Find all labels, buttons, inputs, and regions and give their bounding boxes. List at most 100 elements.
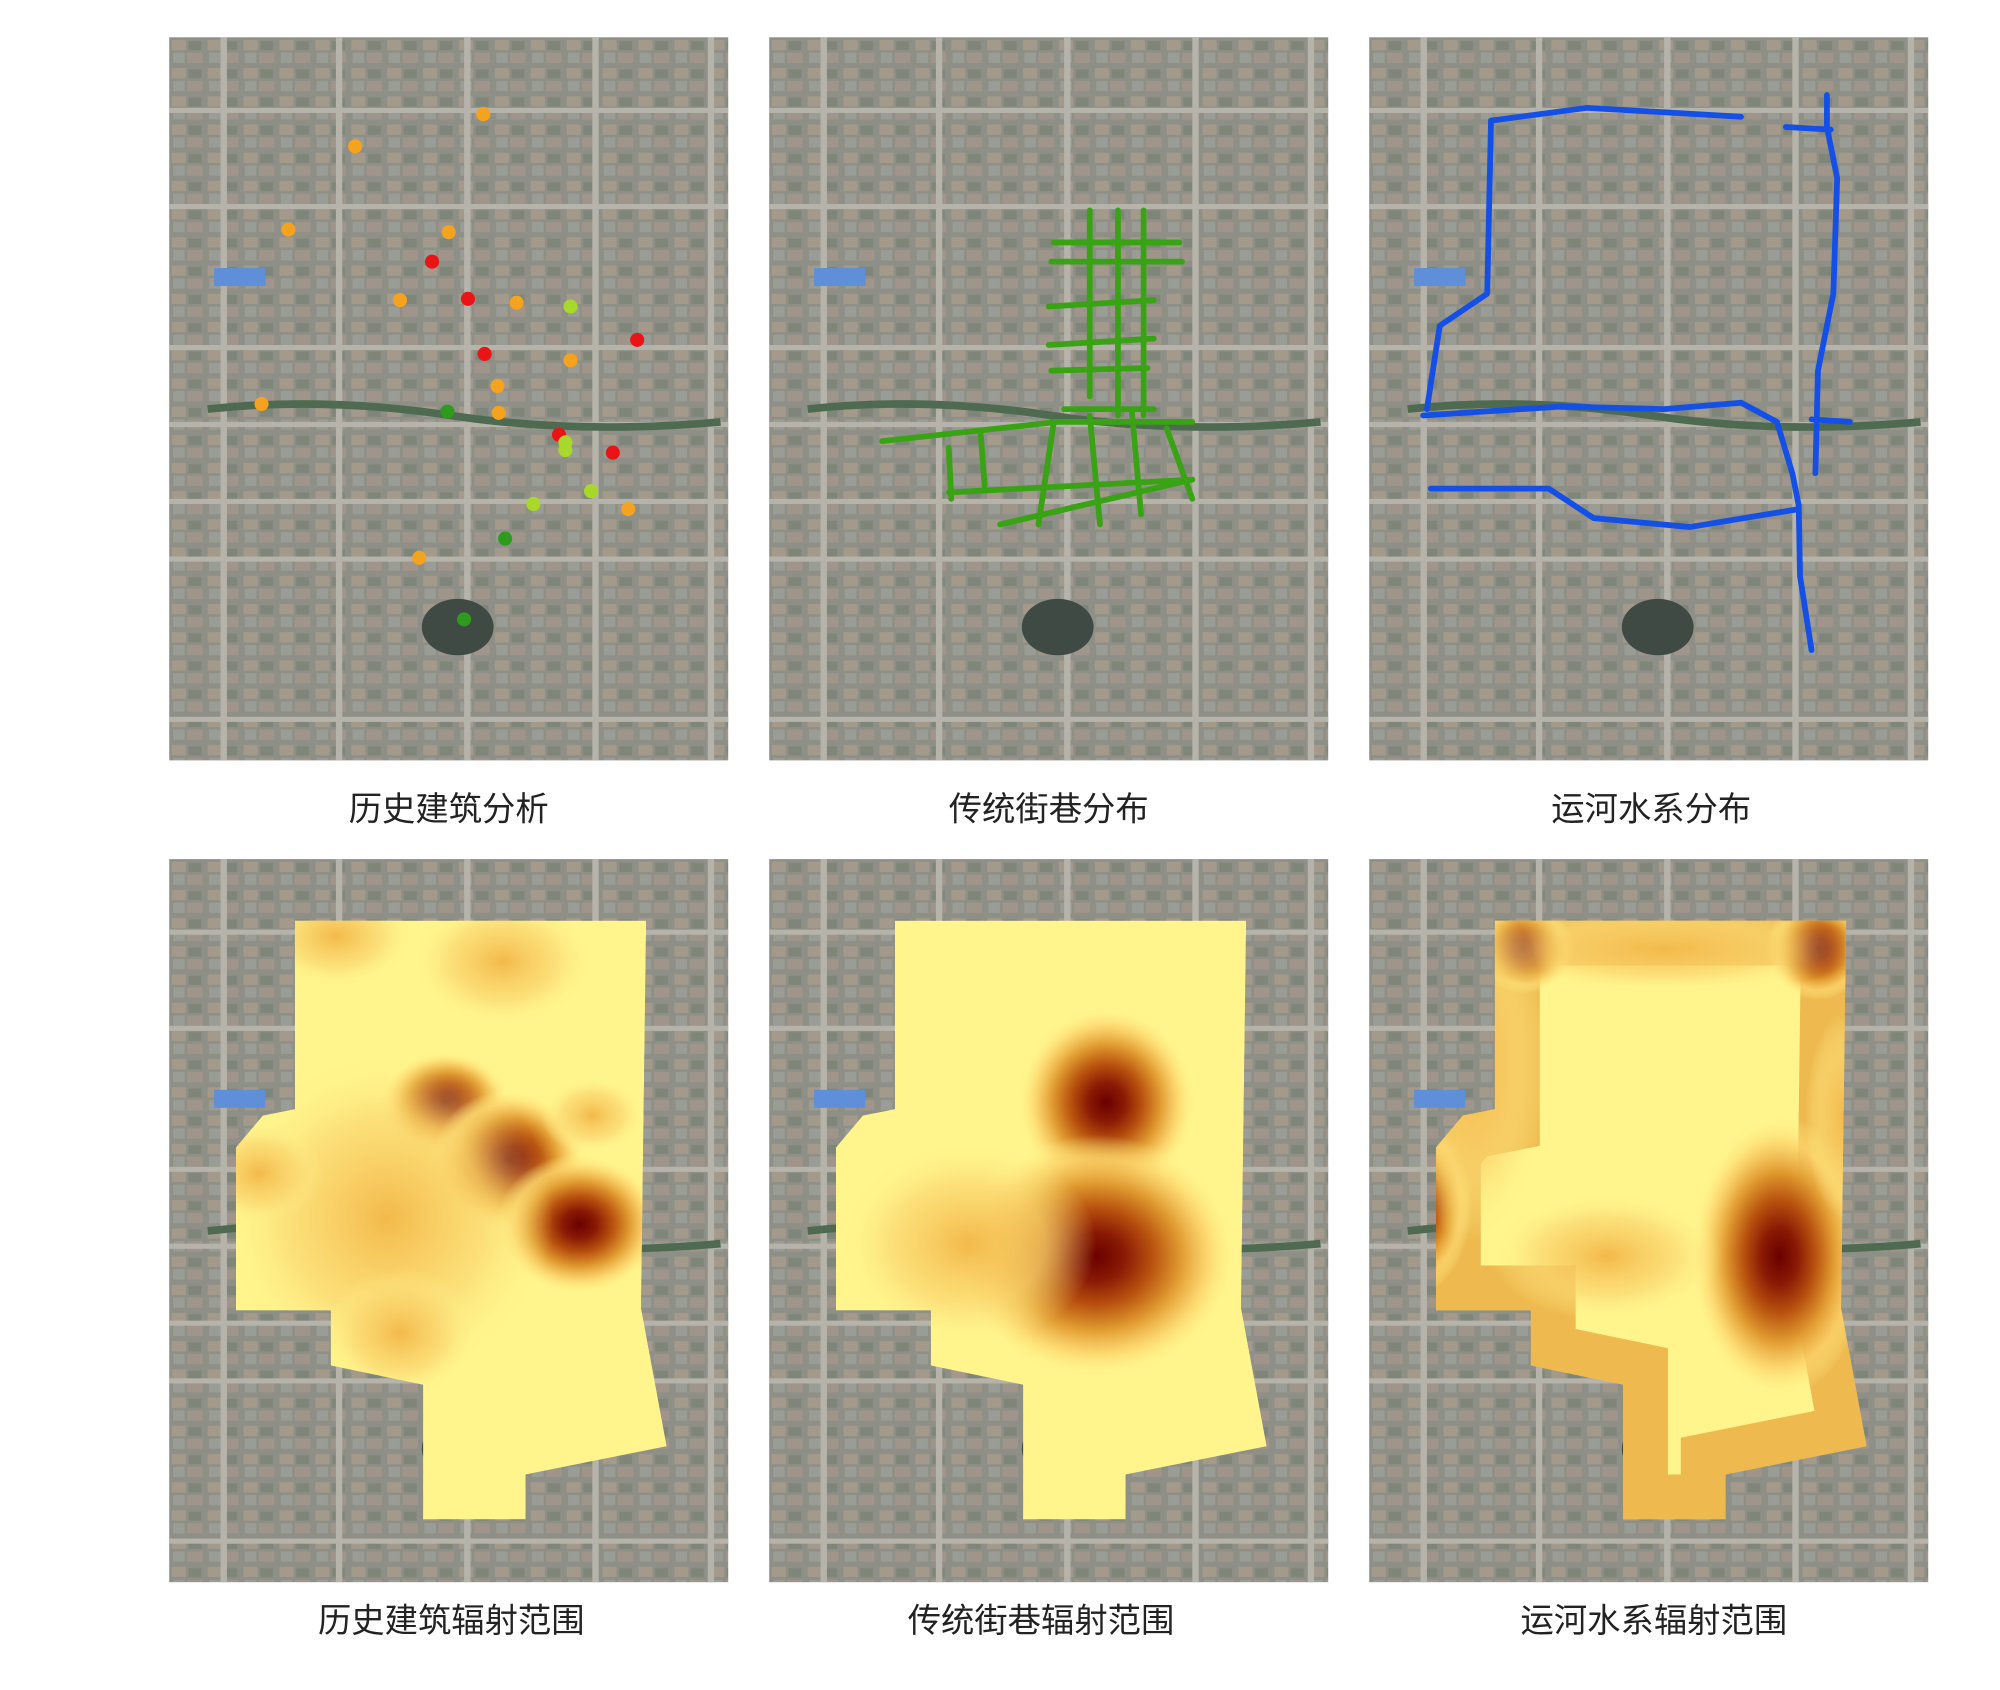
canal-line [1420, 399, 1802, 509]
historic-building-point [558, 443, 573, 458]
historic-building-point [476, 107, 491, 122]
street-line [879, 419, 1196, 445]
blue-roof [1414, 1089, 1466, 1108]
street-line [1045, 297, 1157, 310]
historic-building-point [630, 332, 645, 347]
historic-building-point [526, 496, 541, 512]
road [935, 37, 943, 761]
road [1369, 1538, 1929, 1544]
lake [421, 598, 494, 656]
street-line [1163, 425, 1196, 502]
road [1907, 37, 1915, 761]
historic-building-point [563, 353, 578, 368]
historic-building-point [460, 291, 475, 306]
lake [1621, 598, 1694, 656]
caption-canal-system: 运河水系分布 [1551, 790, 1751, 829]
road [1369, 498, 1929, 504]
historic-building-point [621, 502, 636, 517]
road [1192, 37, 1199, 761]
caption-street-radiation: 传统街巷辐射范围 [908, 1601, 1175, 1640]
road [820, 37, 827, 761]
heat-blob [258, 920, 413, 988]
historic-building-point [477, 346, 492, 362]
heat-blob [235, 1121, 324, 1225]
road [769, 107, 1329, 113]
caption-traditional-streets: 传统街巷分布 [949, 790, 1149, 829]
road [769, 716, 1329, 722]
road [335, 37, 343, 761]
road [169, 345, 729, 351]
street-line [1048, 365, 1151, 374]
historic-building-point [490, 378, 505, 394]
road [769, 556, 1329, 562]
heat-blob [541, 1077, 644, 1154]
historic-building-point [498, 531, 513, 546]
road [169, 556, 729, 562]
road [1064, 37, 1071, 761]
historic-building-point [605, 445, 620, 460]
caption-historic-building-radiation: 历史建筑辐射范围 [318, 1601, 585, 1640]
canal-line [1488, 104, 1744, 124]
road [169, 203, 729, 210]
caption-historic-buildings: 历史建筑分析 [349, 790, 549, 829]
street-line [1129, 410, 1144, 518]
street-line [997, 476, 1196, 528]
historic-building-point [563, 299, 578, 314]
road [769, 498, 1329, 504]
heat-blob [323, 1269, 477, 1398]
historic-building-point [440, 404, 455, 419]
canal-line [1812, 92, 1841, 477]
street-line [1035, 419, 1057, 528]
road [769, 203, 1329, 210]
historic-building-point [491, 405, 506, 420]
panel-radiation-2 [769, 859, 1329, 1583]
road [169, 1538, 729, 1544]
historic-building-point [254, 396, 269, 412]
historic-building-point [425, 254, 440, 269]
road [592, 37, 599, 761]
road [220, 37, 227, 761]
caption-canal-radiation: 运河水系辐射范围 [1521, 1601, 1788, 1640]
panel-radiation-1 [169, 859, 729, 1583]
blue-roof [1414, 268, 1466, 287]
road [1664, 37, 1671, 761]
panel-traditional-streets [769, 37, 1329, 761]
road [169, 107, 729, 113]
road [820, 859, 827, 1583]
road [1369, 421, 1929, 428]
river [1407, 400, 1921, 431]
road [464, 37, 471, 761]
heatmap [235, 920, 667, 1520]
road [707, 37, 715, 761]
road [1535, 37, 1543, 761]
road [1369, 203, 1929, 210]
street-line [1045, 335, 1157, 348]
road [707, 859, 715, 1583]
road [769, 1538, 1329, 1544]
heat-blob [1471, 920, 1857, 994]
historic-building-point [583, 484, 599, 499]
panel-canal-system [1369, 37, 1929, 761]
blue-roof [814, 268, 866, 287]
river [807, 400, 1321, 431]
historic-building-point [412, 550, 427, 565]
road [1792, 37, 1799, 761]
historic-building-point [281, 222, 296, 237]
blue-roof [814, 1089, 866, 1108]
road [169, 421, 729, 428]
historic-building-point [441, 225, 456, 240]
canal-line [1427, 485, 1802, 530]
canal-line [1808, 416, 1853, 425]
road [169, 716, 729, 722]
historic-building-point [457, 612, 472, 627]
road [1420, 37, 1427, 761]
road [1369, 716, 1929, 722]
canal-line [1795, 502, 1815, 654]
street-line [977, 431, 988, 489]
road [1907, 859, 1915, 1583]
road [1420, 859, 1427, 1583]
historic-building-point [392, 293, 408, 308]
historic-building-point [348, 139, 363, 154]
road [1369, 345, 1929, 351]
